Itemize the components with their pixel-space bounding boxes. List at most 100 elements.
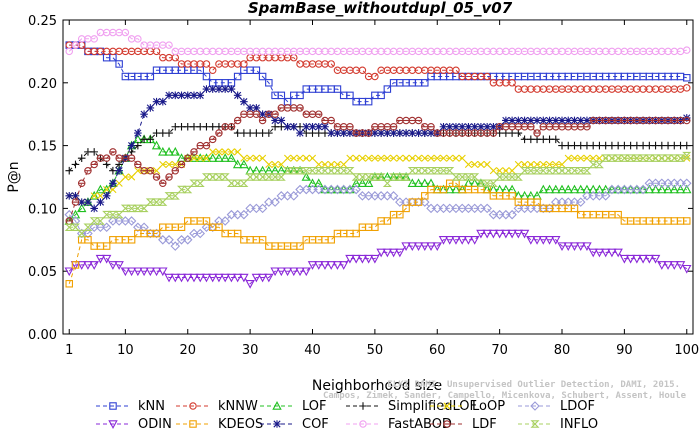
- data-point: [371, 129, 379, 137]
- data-point: [277, 160, 285, 169]
- data-point: [95, 184, 106, 194]
- data-point: [432, 166, 442, 175]
- data-point: [264, 197, 274, 207]
- data-point: [551, 166, 561, 175]
- data-point: [140, 166, 148, 175]
- data-point: [296, 60, 304, 68]
- data-point: [146, 104, 155, 112]
- data-point: [208, 66, 217, 74]
- data-point: [421, 123, 429, 131]
- data-point: [232, 273, 243, 283]
- data-point: [89, 217, 99, 225]
- legend-item-lof: LOF: [260, 399, 327, 414]
- data-point: [383, 154, 391, 162]
- data-point: [539, 123, 548, 131]
- data-point: [514, 160, 522, 169]
- data-point: [333, 123, 342, 131]
- data-point: [650, 254, 661, 264]
- data-point: [421, 192, 429, 200]
- data-point: [65, 47, 73, 56]
- data-point: [295, 166, 305, 175]
- data-point: [552, 160, 560, 169]
- data-point: [332, 166, 342, 175]
- data-point: [202, 60, 211, 68]
- series-fastabod: [65, 28, 691, 56]
- data-point: [308, 154, 317, 162]
- data-point: [582, 191, 592, 201]
- data-point: [271, 160, 279, 169]
- data-point: [583, 123, 591, 131]
- legend-label: LOF: [302, 399, 327, 414]
- data-point: [102, 154, 111, 162]
- data-point: [195, 228, 206, 239]
- data-point: [388, 191, 399, 201]
- data-point: [283, 154, 292, 162]
- data-point: [607, 154, 617, 162]
- data-point: [445, 184, 455, 194]
- data-point: [327, 60, 335, 68]
- data-point: [233, 91, 242, 100]
- y-tick-label: 0.10: [28, 202, 57, 217]
- data-point: [295, 267, 305, 277]
- data-point: [315, 160, 323, 169]
- data-point: [682, 184, 692, 194]
- data-point: [675, 178, 686, 189]
- data-point: [327, 160, 335, 169]
- data-point: [146, 135, 155, 144]
- data-point: [376, 248, 386, 258]
- data-point: [184, 154, 192, 162]
- data-point: [482, 203, 492, 214]
- data-point: [432, 203, 443, 214]
- data-point: [346, 91, 354, 100]
- data-point: [296, 242, 304, 250]
- data-point: [70, 223, 81, 231]
- data-point: [283, 104, 292, 112]
- data-point: [669, 261, 680, 270]
- data-point: [233, 116, 242, 125]
- data-point: [682, 151, 692, 160]
- data-point: [563, 184, 573, 194]
- watermark-line-2: Campos, Zimek, Sander, Campello, Micenko…: [323, 390, 687, 401]
- data-point: [508, 167, 516, 175]
- data-point: [363, 254, 374, 264]
- data-point: [446, 154, 454, 162]
- data-point: [545, 116, 554, 125]
- data-point: [538, 166, 548, 175]
- data-point: [577, 154, 585, 162]
- legend-item-cof: COF: [260, 417, 329, 432]
- data-point: [357, 178, 368, 188]
- data-point: [283, 122, 292, 131]
- data-point: [594, 184, 605, 194]
- data-point: [158, 235, 168, 245]
- data-point: [296, 154, 304, 162]
- data-point: [477, 160, 485, 169]
- data-point: [345, 166, 355, 175]
- x-tick-label: 40: [304, 343, 321, 358]
- data-point: [563, 166, 573, 175]
- data-point: [488, 209, 499, 220]
- data-point: [158, 198, 168, 206]
- data-point: [170, 241, 181, 251]
- series-ldof: [64, 178, 692, 251]
- data-point: [382, 191, 393, 201]
- series-line: [68, 182, 687, 247]
- data-point: [663, 184, 673, 194]
- data-point: [133, 267, 143, 277]
- data-point: [171, 53, 180, 62]
- data-point: [570, 154, 579, 162]
- data-point: [526, 236, 536, 245]
- series-ldf: [65, 104, 691, 225]
- data-point: [377, 129, 385, 137]
- data-point: [65, 192, 74, 200]
- data-point: [196, 141, 204, 150]
- data-point: [115, 154, 123, 162]
- x-axis-label: Neighborhood size: [312, 378, 442, 394]
- legend-marker: [109, 402, 117, 410]
- data-point: [564, 123, 572, 131]
- chart-title: SpamBase_withoutdupl_05_v07: [248, 0, 513, 17]
- data-point: [507, 209, 517, 220]
- data-point: [227, 123, 236, 131]
- data-point: [320, 261, 330, 270]
- data-point: [326, 261, 336, 270]
- x-tick-label: 60: [429, 343, 446, 358]
